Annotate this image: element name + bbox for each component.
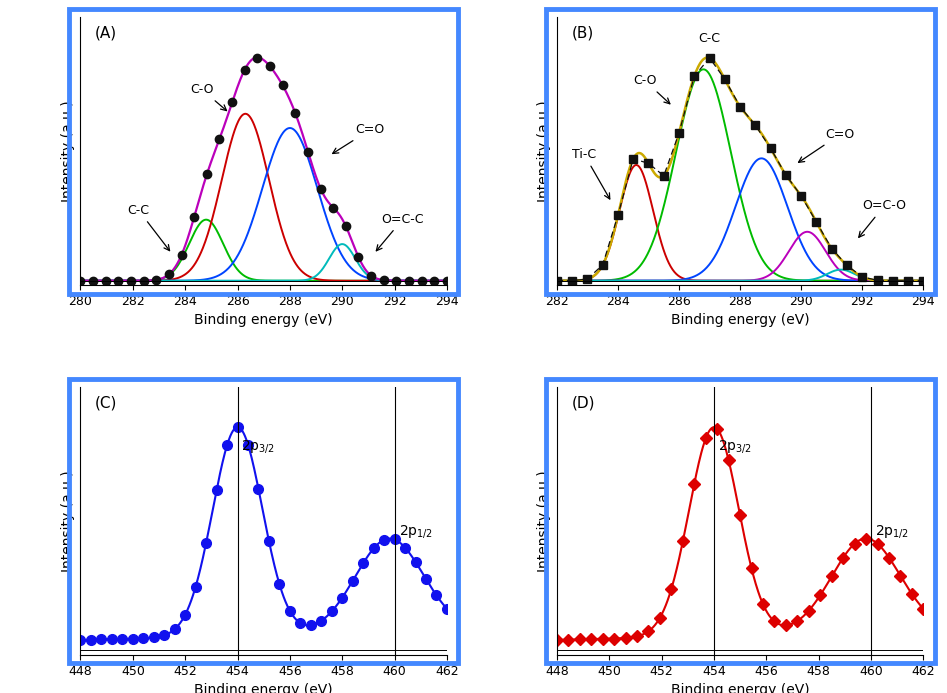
Text: 2p$_{1/2}$: 2p$_{1/2}$ — [875, 523, 909, 540]
Text: Ti-C: Ti-C — [572, 148, 610, 199]
Text: 2p$_{3/2}$: 2p$_{3/2}$ — [718, 438, 752, 455]
Text: C-O: C-O — [634, 74, 670, 104]
Text: (C): (C) — [95, 395, 117, 410]
Text: C-C: C-C — [128, 204, 170, 251]
Text: C-C: C-C — [699, 32, 721, 45]
Text: C=O: C=O — [332, 123, 384, 153]
Y-axis label: Intensity (a.u.): Intensity (a.u.) — [537, 100, 551, 202]
Text: (A): (A) — [95, 26, 117, 40]
Y-axis label: Intensity (a.u.): Intensity (a.u.) — [537, 470, 551, 572]
Text: 2p$_{1/2}$: 2p$_{1/2}$ — [399, 523, 433, 540]
Y-axis label: Intensity (a.u.): Intensity (a.u.) — [61, 470, 75, 572]
Text: O=C-O: O=C-O — [859, 200, 906, 237]
X-axis label: Binding energy (eV): Binding energy (eV) — [670, 683, 810, 693]
Text: C-O: C-O — [190, 83, 226, 111]
X-axis label: Binding energy (eV): Binding energy (eV) — [194, 683, 333, 693]
Text: C=O: C=O — [798, 128, 855, 162]
Text: 2p$_{3/2}$: 2p$_{3/2}$ — [241, 438, 276, 455]
Y-axis label: Intensity (a.u.): Intensity (a.u.) — [61, 100, 75, 202]
X-axis label: Binding energy (eV): Binding energy (eV) — [670, 313, 810, 328]
X-axis label: Binding energy (eV): Binding energy (eV) — [194, 313, 333, 328]
Text: O=C-C: O=C-C — [376, 213, 424, 251]
Text: (D): (D) — [572, 395, 595, 410]
Text: (B): (B) — [572, 26, 594, 40]
